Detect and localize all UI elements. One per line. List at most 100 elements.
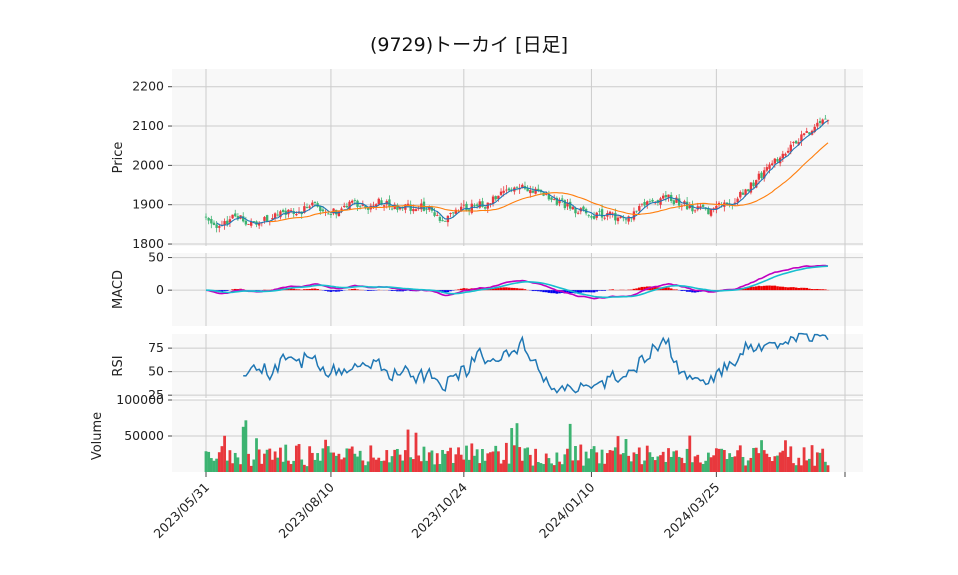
macd-hist-bar — [523, 289, 527, 291]
candle-body — [768, 164, 771, 169]
macd-hist-bar — [459, 288, 463, 291]
candle-body — [433, 212, 436, 216]
macd-hist-bar — [808, 288, 811, 291]
macd-hist-bar — [555, 290, 559, 294]
candle-body — [672, 200, 676, 205]
volume-bar — [605, 453, 609, 472]
macd-hist-bar — [289, 288, 293, 291]
candle-body — [818, 121, 822, 123]
volume-bar — [310, 452, 314, 472]
volume-bar — [337, 453, 341, 472]
candle-body — [215, 224, 218, 228]
candle-body — [805, 131, 808, 133]
macd-hist-bar — [752, 286, 755, 291]
candle-body — [558, 199, 561, 204]
candle-body — [436, 215, 439, 216]
volume-bar — [608, 450, 612, 472]
volume-bar — [651, 456, 654, 472]
macd-hist-bar — [770, 285, 774, 291]
volume-bar — [401, 460, 405, 472]
macd-hist-bar — [669, 288, 673, 291]
volume-bar — [329, 452, 333, 472]
candle-body — [491, 196, 495, 204]
volume-bar — [738, 445, 742, 472]
volume-bar — [770, 461, 774, 472]
volume-bar — [324, 439, 328, 472]
macd-hist-bar — [467, 288, 471, 291]
volume-bar — [438, 464, 442, 472]
candle-body — [776, 159, 779, 162]
volume-bar — [279, 447, 282, 472]
volume-bar — [802, 447, 806, 472]
macd-hist-bar — [643, 286, 646, 291]
volume-bar — [805, 460, 809, 472]
volume-bar — [677, 456, 681, 472]
macd-hist-bar — [776, 286, 779, 291]
volume-bar — [220, 446, 224, 472]
candle-body — [563, 200, 567, 209]
volume-bar — [821, 448, 825, 472]
volume-bar — [523, 448, 527, 472]
candle-body — [465, 203, 468, 211]
candle-body — [592, 216, 596, 219]
macd-hist-bar — [366, 290, 370, 291]
volume-bar — [388, 462, 391, 472]
volume-bar — [584, 451, 588, 472]
candle-body — [608, 211, 612, 215]
macd-hist-bar — [693, 290, 697, 293]
candle-body — [244, 220, 248, 225]
volume-bar — [696, 454, 700, 472]
volume-bar — [231, 463, 234, 472]
volume-bar — [289, 464, 293, 472]
volume-bar — [433, 464, 436, 472]
macd-hist-bar — [499, 287, 503, 291]
volume-bar — [419, 461, 423, 472]
macd-hist-bar — [313, 288, 317, 291]
volume-bar — [462, 459, 466, 472]
candle-body — [319, 205, 322, 212]
volume-bar — [619, 454, 623, 472]
macd-hist-bar — [746, 287, 750, 291]
candle-body — [826, 119, 830, 121]
macd-hist-bar — [587, 290, 591, 293]
candle-body — [598, 210, 601, 212]
volume-bar — [326, 446, 330, 472]
macd-hist-bar — [584, 290, 588, 293]
volume-bar — [744, 465, 747, 472]
candle-body — [247, 224, 250, 225]
panel-price — [172, 69, 863, 246]
volume-bar — [691, 462, 694, 472]
volume-bar — [215, 458, 219, 472]
candle-body — [651, 199, 654, 202]
volume-bar — [807, 458, 811, 472]
candle-body — [462, 204, 466, 206]
volume-bar — [552, 465, 556, 472]
volume-bar — [473, 455, 476, 472]
volume-bar — [494, 445, 498, 472]
volume-bar — [249, 465, 253, 472]
candle-body — [289, 210, 293, 212]
candle-body — [635, 210, 638, 212]
volume-bar — [680, 457, 684, 472]
macd-hist-bar — [220, 290, 224, 292]
volume-bar — [699, 462, 702, 472]
macd-hist-bar — [579, 290, 583, 293]
volume-bar — [281, 461, 285, 472]
macd-hist-bar — [797, 287, 801, 291]
candle-body — [529, 190, 532, 194]
candle-body — [664, 194, 668, 198]
volume-bar — [430, 450, 434, 472]
candle-body — [204, 216, 208, 218]
volume-bar — [350, 446, 354, 472]
candle-body — [677, 198, 681, 206]
macd-hist-bar — [324, 290, 327, 291]
candle-body — [794, 140, 798, 144]
candle-body — [802, 133, 806, 136]
volume-bar — [252, 459, 256, 472]
candle-body — [263, 217, 266, 221]
candle-body — [226, 220, 229, 225]
candle-body — [345, 205, 349, 208]
candle-body — [276, 214, 279, 216]
candle-body — [279, 211, 282, 218]
